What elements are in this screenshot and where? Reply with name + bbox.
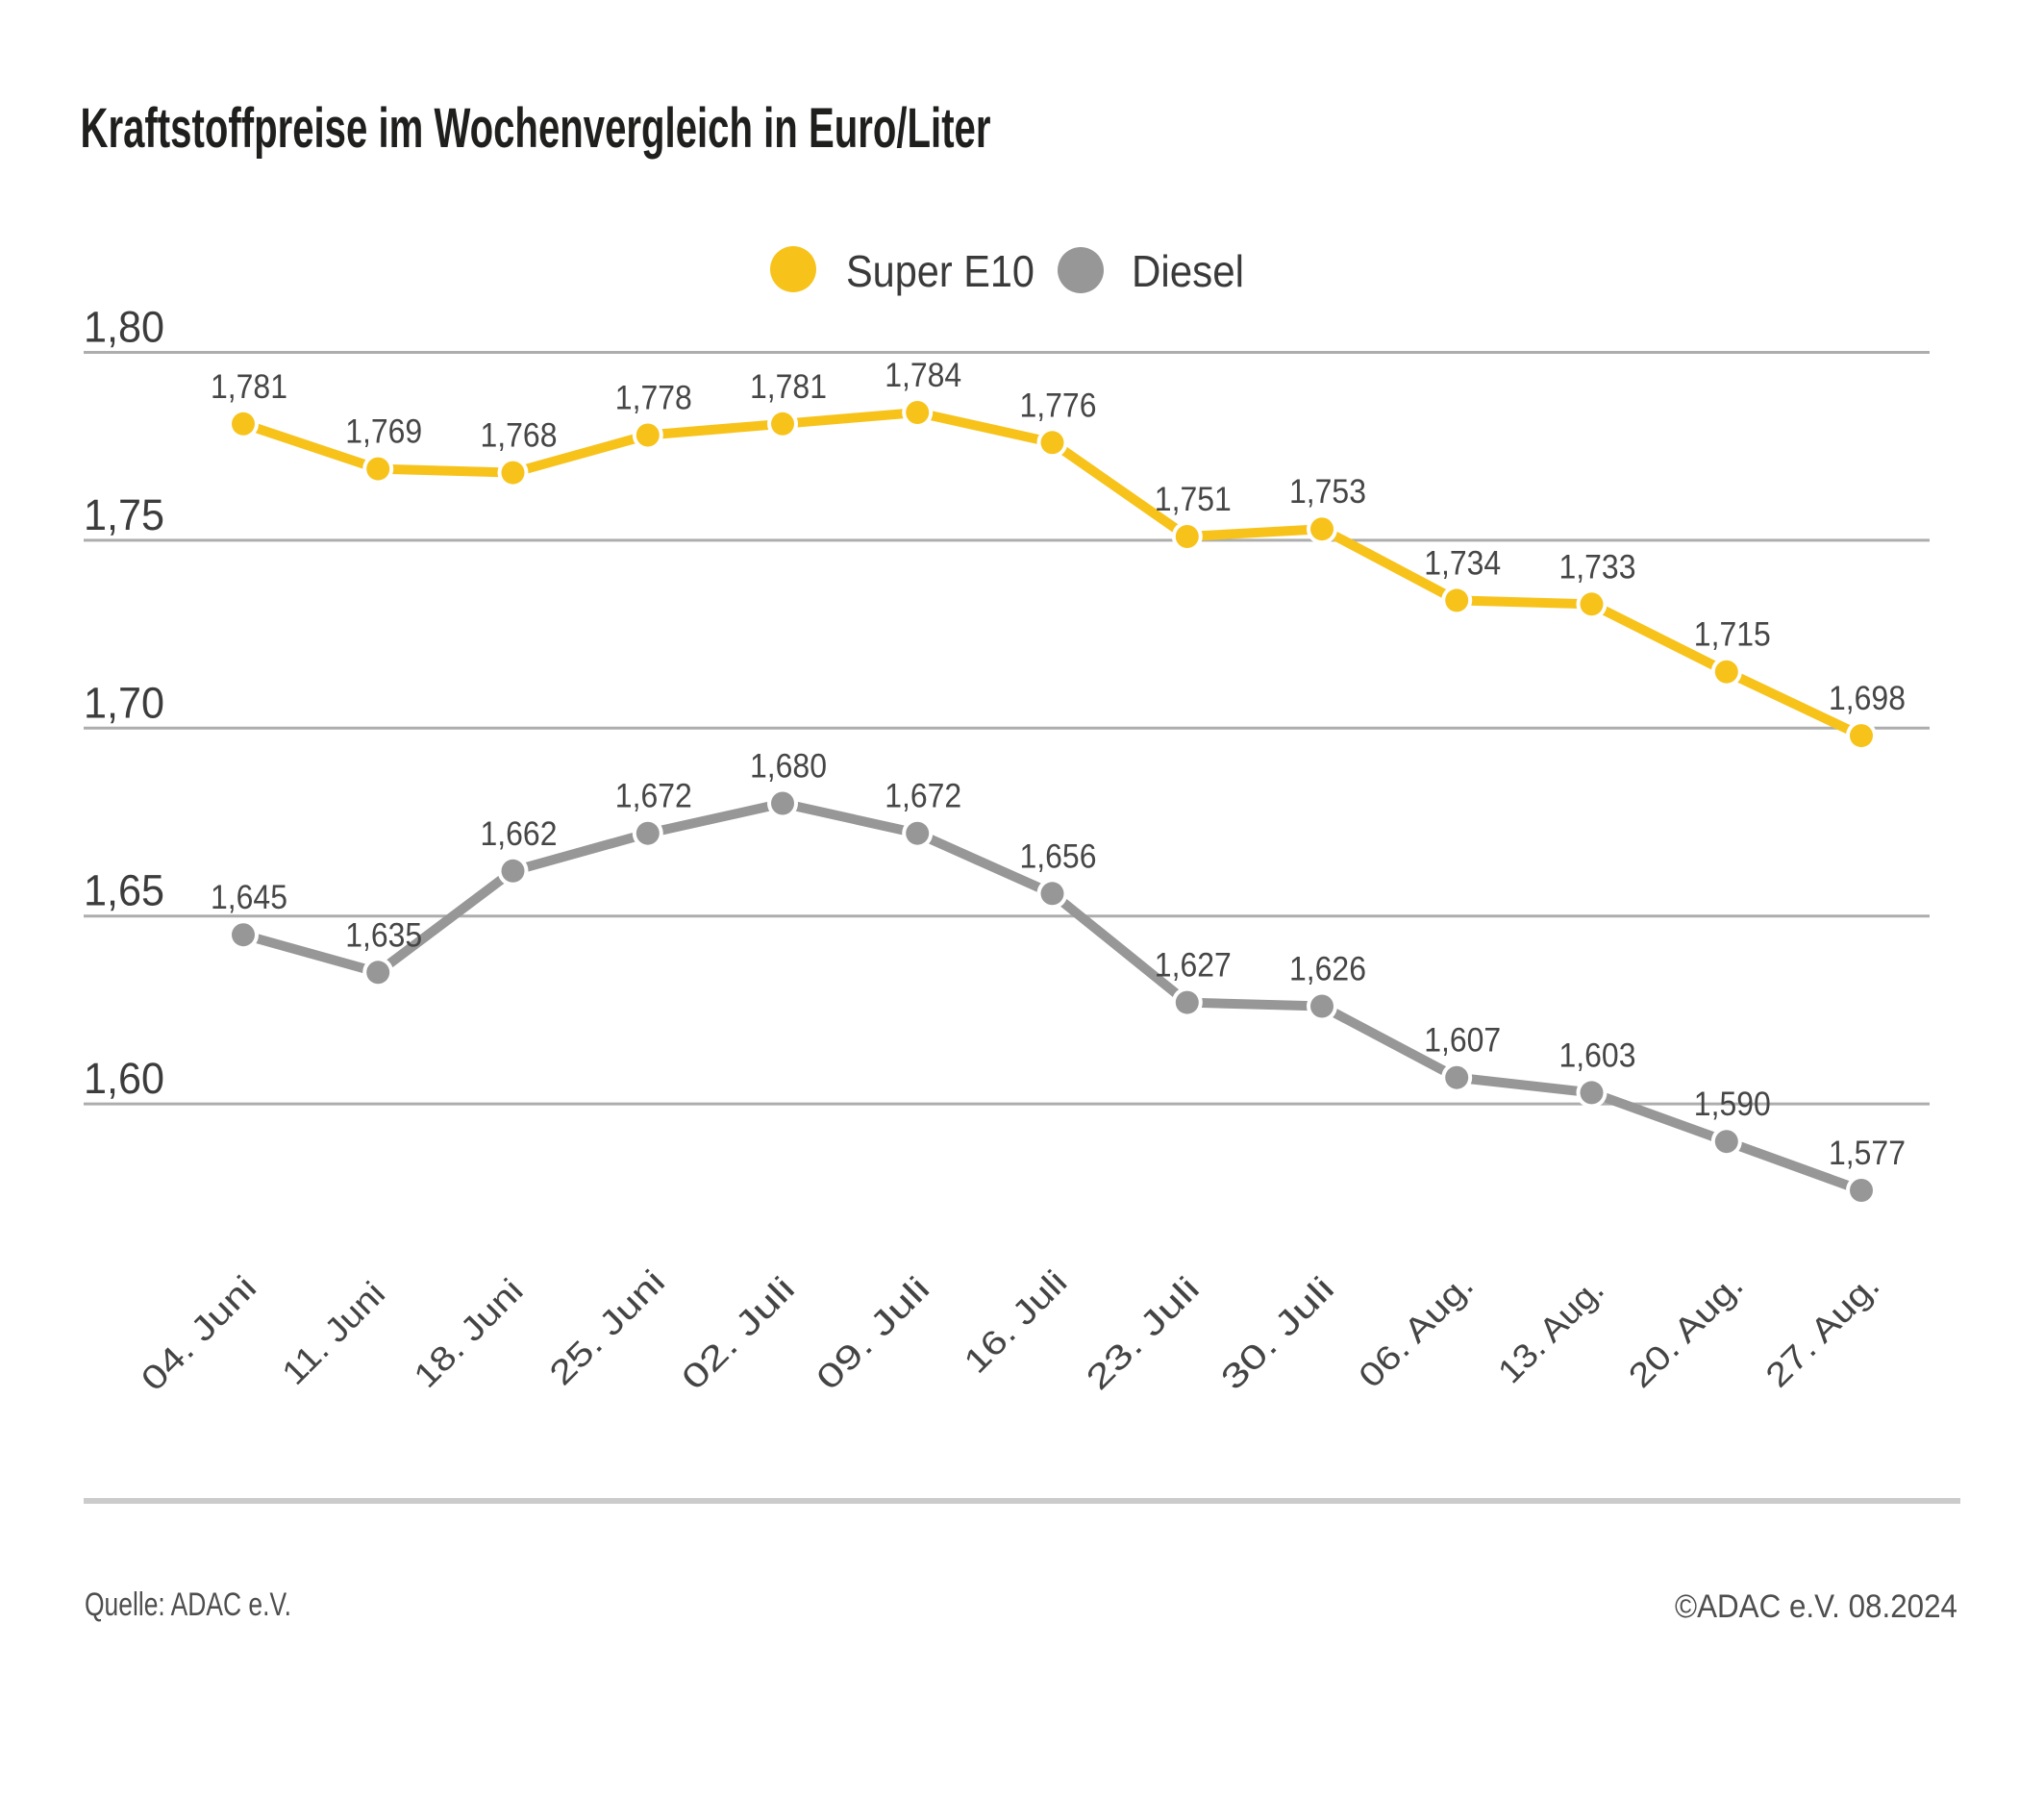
svg-text:1,768: 1,768	[481, 417, 558, 455]
svg-text:18. Juni: 18. Juni	[407, 1272, 531, 1396]
svg-text:1,603: 1,603	[1559, 1036, 1636, 1074]
svg-text:1,672: 1,672	[885, 778, 961, 815]
svg-text:30. Juli: 30. Juli	[1213, 1269, 1341, 1397]
svg-text:06. Aug.: 06. Aug.	[1352, 1266, 1481, 1395]
svg-text:1,698: 1,698	[1829, 680, 1906, 717]
svg-text:1,635: 1,635	[345, 916, 422, 954]
svg-text:1,627: 1,627	[1155, 947, 1232, 985]
svg-text:1,75: 1,75	[84, 490, 164, 539]
svg-text:04. Juni: 04. Juni	[134, 1268, 263, 1398]
svg-text:©ADAC e.V. 08.2024: ©ADAC e.V. 08.2024	[1675, 1588, 1957, 1625]
svg-text:1,781: 1,781	[211, 368, 287, 406]
svg-text:1,656: 1,656	[1020, 837, 1097, 875]
svg-text:1,753: 1,753	[1289, 473, 1366, 511]
svg-text:1,65: 1,65	[84, 866, 164, 915]
svg-text:1,751: 1,751	[1155, 481, 1232, 518]
svg-text:16. Juli: 16. Juli	[957, 1263, 1074, 1381]
svg-text:1,778: 1,778	[615, 380, 692, 417]
svg-text:13. Aug.: 13. Aug.	[1491, 1270, 1611, 1390]
svg-text:1,645: 1,645	[211, 879, 287, 916]
svg-text:1,80: 1,80	[84, 303, 164, 352]
svg-text:25. Juni: 25. Juni	[542, 1262, 672, 1392]
svg-text:1,662: 1,662	[481, 815, 558, 853]
svg-text:Diesel: Diesel	[1132, 246, 1244, 296]
svg-text:27. Aug.: 27. Aug.	[1758, 1266, 1887, 1395]
svg-text:Super E10: Super E10	[846, 246, 1034, 296]
svg-text:1,733: 1,733	[1559, 548, 1636, 586]
svg-text:1,590: 1,590	[1694, 1086, 1771, 1123]
svg-text:1,60: 1,60	[84, 1054, 164, 1103]
svg-text:20. Aug.: 20. Aug.	[1621, 1266, 1750, 1395]
svg-text:1,626: 1,626	[1289, 951, 1366, 988]
svg-text:1,577: 1,577	[1829, 1135, 1906, 1172]
svg-text:1,776: 1,776	[1020, 387, 1097, 424]
svg-text:1,769: 1,769	[345, 413, 422, 451]
svg-text:09. Juli: 09. Juli	[810, 1269, 937, 1397]
svg-text:1,784: 1,784	[885, 357, 961, 394]
svg-text:1,607: 1,607	[1424, 1022, 1501, 1060]
svg-text:1,672: 1,672	[615, 778, 692, 815]
svg-text:1,734: 1,734	[1424, 544, 1501, 582]
svg-text:1,715: 1,715	[1694, 616, 1771, 654]
svg-text:Kraftstoffpreise im Wochenverg: Kraftstoffpreise im Wochenvergleich in E…	[81, 97, 991, 160]
svg-text:Quelle: ADAC e.V.: Quelle: ADAC e.V.	[85, 1586, 291, 1623]
svg-text:02. Juli: 02. Juli	[674, 1269, 802, 1397]
svg-text:23. Juli: 23. Juli	[1079, 1269, 1207, 1397]
svg-text:1,680: 1,680	[750, 748, 827, 786]
svg-text:1,70: 1,70	[84, 678, 164, 727]
svg-text:11. Juni: 11. Juni	[275, 1275, 392, 1392]
svg-text:1,781: 1,781	[750, 368, 827, 406]
